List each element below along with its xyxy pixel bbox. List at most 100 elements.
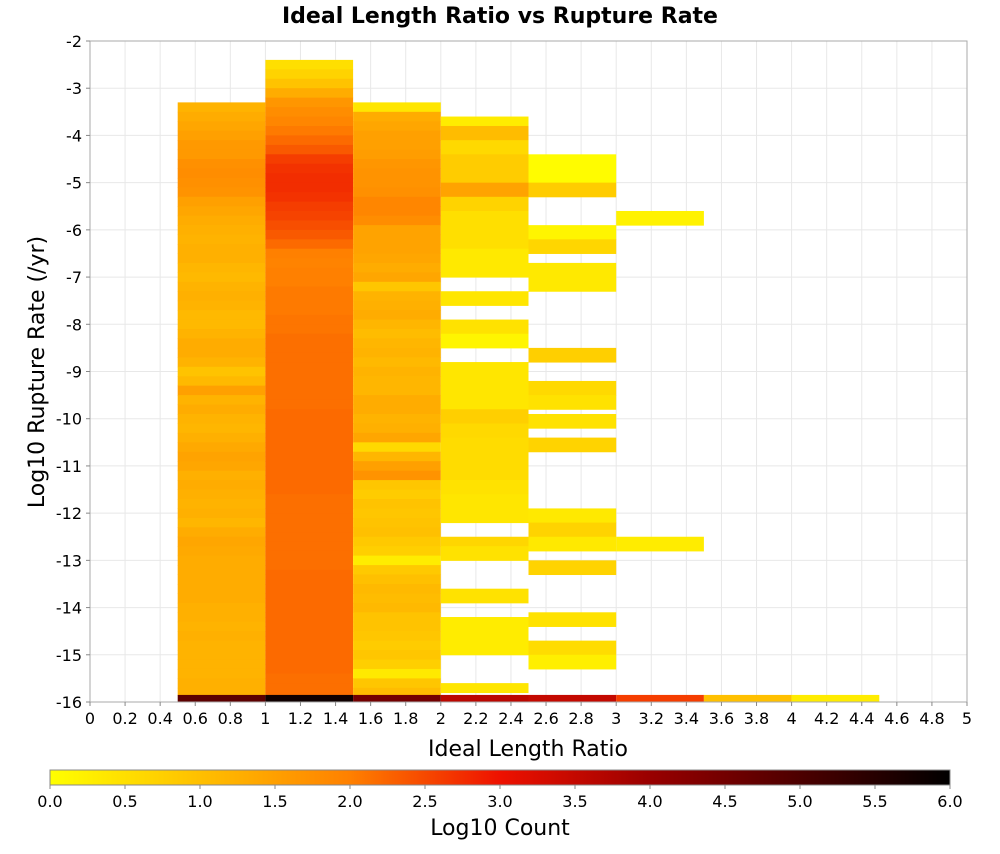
- colorbar-tick-label: 0.0: [37, 792, 62, 811]
- x-tick-label: 2.2: [463, 709, 488, 728]
- heatmap-cell: [440, 617, 529, 656]
- heatmap-cell: [265, 635, 354, 646]
- y-tick-label: -9: [66, 363, 82, 382]
- heatmap-cell: [353, 668, 441, 679]
- heatmap-cell: [353, 432, 441, 443]
- heatmap-cell: [177, 536, 266, 547]
- x-tick-label: 0.8: [218, 709, 243, 728]
- heatmap-cell: [265, 305, 354, 316]
- heatmap-cell: [265, 182, 354, 193]
- heatmap-cell: [265, 201, 354, 212]
- x-tick-label: 1: [260, 709, 270, 728]
- x-axis-ticks: 0 0.2 0.4 0.6 0.8 1 1.2 1.4 1.6 1.8 2 2.2 2.4 2.6 2.8 3…: [85, 702, 972, 728]
- heatmap-cell: [265, 503, 354, 514]
- heatmap-cell: [177, 130, 266, 141]
- heatmap-cell: [353, 366, 441, 377]
- heatmap-cell: [353, 498, 441, 509]
- heatmap-cell: [265, 267, 354, 278]
- heatmap-cell: [265, 324, 354, 335]
- heatmap-cell: [353, 508, 441, 519]
- heatmap-cell: [177, 159, 266, 169]
- heatmap-cell: [353, 140, 441, 151]
- heatmap-cell: [177, 281, 266, 292]
- heatmap-cell: [177, 196, 266, 207]
- heatmap-cell: [177, 102, 266, 113]
- heatmap-cell: [265, 135, 354, 146]
- heatmap-cell: [177, 140, 266, 151]
- heatmap-cell: [265, 163, 354, 174]
- heatmap-cell: [440, 140, 529, 155]
- heatmap-cell: [265, 59, 354, 70]
- heatmap-cell: [265, 116, 354, 127]
- x-tick-label: 5: [962, 709, 972, 728]
- x-tick-label: 1.8: [393, 709, 418, 728]
- heatmap-cell: [177, 225, 266, 236]
- heatmap-cell: [177, 111, 266, 122]
- heatmap-cell: [177, 262, 266, 273]
- heatmap-cell: [440, 480, 529, 495]
- y-tick-label: -12: [56, 504, 82, 523]
- heatmap-cell: [528, 522, 617, 538]
- heatmap-cell: [265, 541, 354, 552]
- heatmap-cell: [528, 154, 617, 184]
- x-tick-label: 4.2: [814, 709, 839, 728]
- heatmap-cell: [528, 380, 617, 396]
- heatmap-cell: [265, 380, 354, 391]
- heatmap-cell: [353, 177, 441, 188]
- heatmap-cell: [528, 536, 617, 552]
- x-tick-label: 2.4: [498, 709, 523, 728]
- heatmap-cell: [177, 413, 266, 424]
- heatmap-cell: [265, 569, 354, 580]
- heatmap-cell: [440, 437, 529, 481]
- heatmap-cell: [353, 121, 441, 132]
- heatmap-cell: [265, 645, 354, 656]
- heatmap-cell: [440, 683, 529, 694]
- colorbar-tick-label: 2.5: [412, 792, 437, 811]
- heatmap-cell: [353, 338, 441, 349]
- heatmap-cell: [353, 225, 441, 236]
- colorbar-tick-label: 3.5: [562, 792, 587, 811]
- heatmap-cell: [177, 678, 266, 689]
- heatmap-cell: [177, 206, 266, 217]
- x-tick-label: 4.4: [849, 709, 874, 728]
- heatmap-cell: [353, 159, 441, 169]
- y-tick-label: -6: [66, 221, 82, 240]
- heatmap-cell: [528, 413, 617, 429]
- heatmap-cell: [440, 248, 529, 278]
- heatmap-cell: [177, 215, 266, 226]
- heatmap-cell: [177, 631, 266, 642]
- x-tick-label: 4.6: [884, 709, 909, 728]
- heatmap-cell: [353, 546, 441, 557]
- heatmap-cell: [177, 612, 266, 623]
- heatmap-cell: [353, 694, 441, 703]
- x-tick-label: 4.8: [919, 709, 944, 728]
- y-tick-label: -4: [66, 126, 82, 145]
- heatmap-cell: [440, 362, 529, 410]
- heatmap-cell: [440, 333, 529, 349]
- heatmap-cell: [177, 338, 266, 349]
- heatmap-cell: [353, 583, 441, 594]
- heatmap-cell: [265, 154, 354, 165]
- heatmap-cell: [353, 111, 441, 122]
- heatmap-cell: [265, 513, 354, 524]
- y-tick-label: -5: [66, 174, 82, 193]
- colorbar-label: Log10 Count: [430, 816, 570, 841]
- heatmap-cell: [440, 409, 529, 424]
- heatmap-cell: [353, 281, 441, 292]
- y-tick-label: -10: [56, 410, 82, 429]
- heatmap-cell: [265, 673, 354, 684]
- heatmap-cell: [353, 451, 441, 462]
- colorbar: [49, 769, 951, 786]
- heatmap-cell: [265, 399, 354, 410]
- heatmap-cell: [353, 329, 441, 339]
- heatmap-cell: [177, 432, 266, 443]
- heatmap-cell: [265, 210, 354, 221]
- x-tick-label: 3.4: [674, 709, 699, 728]
- heatmap-cell: [177, 366, 266, 377]
- heatmap-cell: [177, 423, 266, 434]
- heatmap-cell: [265, 107, 354, 118]
- heatmap-cell: [177, 461, 266, 472]
- heatmap-cell: [353, 678, 441, 689]
- heatmap-cell: [177, 187, 266, 198]
- heatmap-cell: [528, 239, 617, 254]
